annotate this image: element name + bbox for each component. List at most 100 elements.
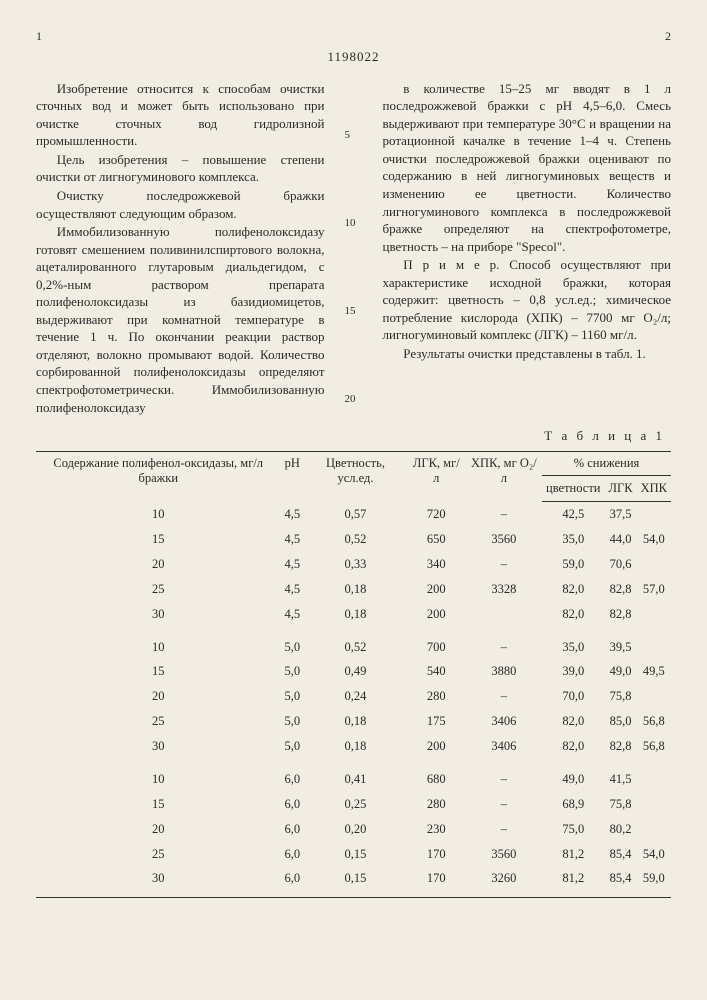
table-cell: 170 [407,866,466,897]
doc-number: 1198022 [36,48,671,66]
table-row: 305,00,18200340682,082,856,8 [36,734,671,767]
table-cell: 15 [36,659,280,684]
table-row: 206,00,20230–75,080,2 [36,817,671,842]
table-cell: 81,2 [542,866,604,897]
text-columns: Изобретение относится к способам очистки… [36,80,671,417]
table-cell: 0,15 [304,866,407,897]
table-cell: 82,8 [605,602,637,635]
table-cell: 6,0 [280,866,304,897]
table-cell: – [466,792,542,817]
table-cell: 4,5 [280,552,304,577]
table-cell: – [466,817,542,842]
table-cell: 80,2 [605,817,637,842]
table-cell: 5,0 [280,734,304,767]
table-cell: 42,5 [542,502,604,527]
table-cell: 25 [36,577,280,602]
table-cell: 85,4 [605,842,637,867]
table-row: 204,50,33340–59,070,6 [36,552,671,577]
col-reduction-color: цветности [542,476,604,502]
table-cell: 82,0 [542,577,604,602]
table-cell: 4,5 [280,527,304,552]
paragraph: в количестве 15–25 мг вводят в 1 л после… [383,80,672,255]
table-head: Содержание полифенол-оксидазы, мг/л браж… [36,451,671,502]
table-row: 154,50,52650356035,044,054,0 [36,527,671,552]
table-cell: 0,49 [304,659,407,684]
table-cell: 680 [407,767,466,792]
table-cell: 35,0 [542,635,604,660]
paragraph: Очистку последрожжевой бражки осуществля… [36,187,325,222]
paragraph: П р и м е р. Способ осуществляют при хар… [383,256,672,344]
table-cell: – [466,767,542,792]
table-cell: 200 [407,602,466,635]
page-right-number: 2 [665,28,671,44]
table-cell: 82,8 [605,734,637,767]
table-cell: 5,0 [280,709,304,734]
table-cell: 30 [36,866,280,897]
left-column: Изобретение относится к способам очистки… [36,80,325,417]
table-row: 254,50,18200332882,082,857,0 [36,577,671,602]
table-row: 205,00,24280–70,075,8 [36,684,671,709]
table-cell: 49,5 [637,659,671,684]
table-cell: 200 [407,577,466,602]
table-cell: 3560 [466,842,542,867]
paragraph: Цель изобретения – повышение степени очи… [36,151,325,186]
line-number-gutter: 5 10 15 20 [345,80,363,417]
table-cell: 3406 [466,734,542,767]
table-cell: 0,18 [304,734,407,767]
table-cell [637,635,671,660]
table-cell: 70,6 [605,552,637,577]
table-cell [637,502,671,527]
table-cell [637,552,671,577]
table-cell: 5,0 [280,635,304,660]
table-cell: 59,0 [637,866,671,897]
table-row: 256,00,15170356081,285,454,0 [36,842,671,867]
table-cell [637,684,671,709]
table-caption: Т а б л и ц а 1 [36,427,665,445]
table-row: 106,00,41680–49,041,5 [36,767,671,792]
table-cell: 70,0 [542,684,604,709]
table-cell: 720 [407,502,466,527]
paragraph: Результаты очистки представлены в табл. … [383,345,672,363]
table-cell: – [466,552,542,577]
table-cell: 0,33 [304,552,407,577]
table-body: 104,50,57720–42,537,5154,50,52650356035,… [36,502,671,898]
table-cell: 57,0 [637,577,671,602]
table-cell: 170 [407,842,466,867]
table-cell: 37,5 [605,502,637,527]
table-cell: 0,24 [304,684,407,709]
table-cell: 56,8 [637,734,671,767]
table-cell: 75,0 [542,817,604,842]
table-row: 255,00,18175340682,085,056,8 [36,709,671,734]
col-lgk: ЛГК, мг/л [407,451,466,502]
col-color: Цветность, усл.ед. [304,451,407,502]
table-cell: 82,0 [542,602,604,635]
table-cell: 0,25 [304,792,407,817]
col-ph: pH [280,451,304,502]
table-cell: 75,8 [605,684,637,709]
table-cell: 0,18 [304,577,407,602]
table-cell: 81,2 [542,842,604,867]
table-cell: 82,0 [542,734,604,767]
table-cell: 30 [36,734,280,767]
table-cell: 44,0 [605,527,637,552]
table-row: 306,00,15170326081,285,459,0 [36,866,671,897]
table-cell [637,792,671,817]
table-cell: 6,0 [280,767,304,792]
table-row: 104,50,57720–42,537,5 [36,502,671,527]
table-cell: 25 [36,709,280,734]
col-reduction-lgk: ЛГК [605,476,637,502]
table-cell: 6,0 [280,817,304,842]
table-cell: 0,57 [304,502,407,527]
table-cell: 4,5 [280,602,304,635]
table-cell: 0,20 [304,817,407,842]
table-cell: 39,0 [542,659,604,684]
table-cell: 56,8 [637,709,671,734]
table-cell: 3260 [466,866,542,897]
table-cell: 25 [36,842,280,867]
table-cell: 49,0 [605,659,637,684]
table-cell: 0,52 [304,527,407,552]
table-cell: 54,0 [637,527,671,552]
col-hpk: ХПК, мг O₂/л [466,451,542,502]
table-cell: 30 [36,602,280,635]
paragraph: Изобретение относится к способам очистки… [36,80,325,150]
